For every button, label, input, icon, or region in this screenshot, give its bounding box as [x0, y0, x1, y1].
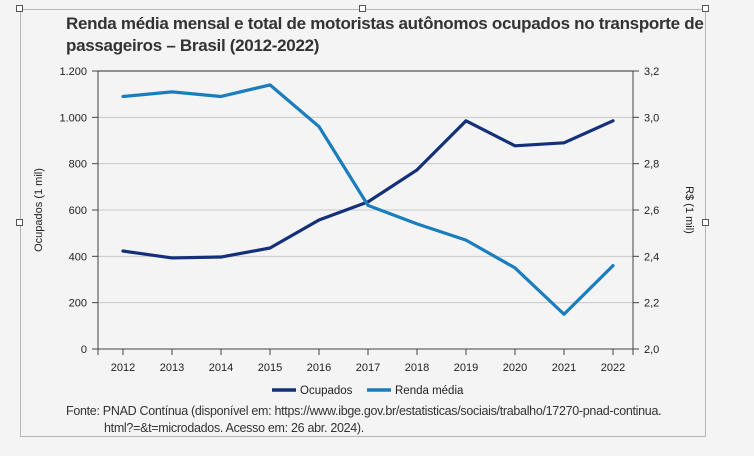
source-line-2: html?=&t=microdados. Acesso em: 26 abr. …	[104, 421, 364, 435]
y2-tick-label: 2,6	[644, 205, 659, 217]
y2-tick-label: 3,2	[644, 66, 659, 78]
resize-handle-top-center[interactable]	[359, 5, 366, 12]
x-tick-label: 2017	[356, 362, 380, 374]
y2-tick-label: 2,2	[644, 298, 659, 310]
y-tick-label: 0	[81, 344, 87, 356]
x-tick-label: 2015	[258, 362, 282, 374]
series-line-ocupados	[121, 119, 615, 260]
y-tick-label: 600	[69, 205, 87, 217]
y-tick-label: 1.200	[59, 66, 87, 78]
x-tick-label: 2018	[405, 362, 429, 374]
chart-title: Renda média mensal e total de motoristas…	[66, 14, 704, 55]
x-tick-label: 2022	[601, 362, 625, 374]
resize-handle-middle-left[interactable]	[16, 219, 23, 226]
x-tick-label: 2014	[209, 362, 233, 374]
legend-label: Ocupados	[300, 385, 353, 397]
y-tick-label: 200	[69, 298, 87, 310]
x-tick-label: 2019	[454, 362, 478, 374]
source-note: Fonte: PNAD Contínua (disponível em: htt…	[66, 403, 662, 437]
y2-tick-label: 3,0	[644, 112, 659, 124]
y2-tick-label: 2,0	[644, 344, 659, 356]
source-line-1: Fonte: PNAD Contínua (disponível em: htt…	[66, 404, 662, 418]
x-tick-label: 2020	[503, 362, 527, 374]
resize-handle-top-left[interactable]	[16, 5, 23, 12]
x-tick-label: 2012	[111, 362, 135, 374]
resize-handle-top-right[interactable]	[702, 5, 709, 12]
resize-handle-middle-right[interactable]	[702, 219, 709, 226]
legend-label: Renda média	[395, 385, 464, 397]
y2-tick-label: 2,4	[644, 251, 659, 263]
y2-axis-label: R$ (1 mil)	[683, 186, 695, 234]
x-tick-label: 2021	[552, 362, 576, 374]
x-tick-label: 2016	[307, 362, 331, 374]
x-tick-label: 2013	[160, 362, 184, 374]
y-tick-label: 800	[69, 159, 87, 171]
y-tick-label: 1.000	[59, 112, 87, 124]
y-tick-label: 400	[69, 251, 87, 263]
y-axis-label: Ocupados (1 mil)	[33, 168, 45, 252]
y2-tick-label: 2,8	[644, 159, 659, 171]
series-line-renda-media	[121, 83, 615, 316]
